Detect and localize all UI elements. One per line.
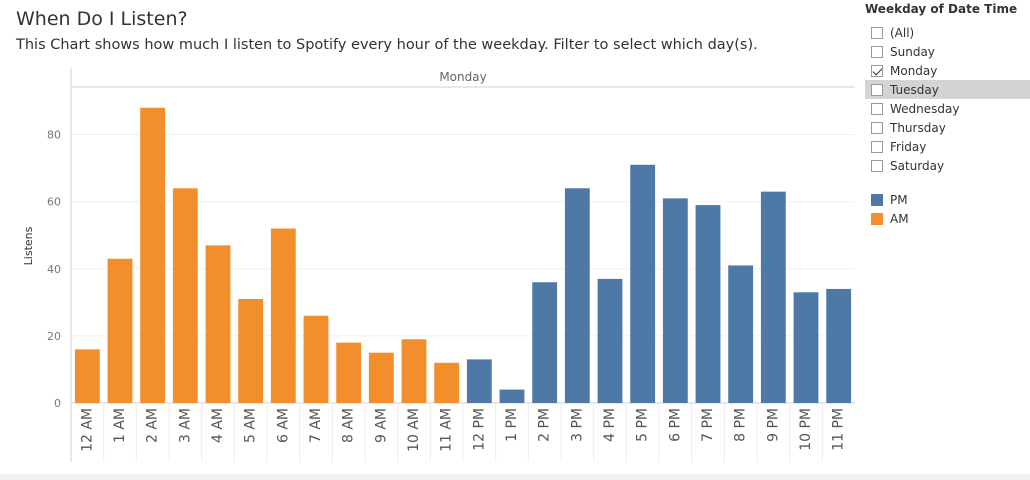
x-tick-label: 10 AM: [406, 408, 422, 452]
page-subtitle: This Chart shows how much I listen to Sp…: [16, 37, 758, 53]
y-tick-label: 0: [54, 397, 61, 410]
x-tick-label: 6 AM: [275, 408, 291, 443]
checkbox[interactable]: [871, 121, 883, 134]
x-tick-label: 3 AM: [177, 408, 193, 443]
bar-6-pm: [662, 198, 688, 403]
bottom-strip: [0, 474, 1030, 480]
x-tick-label: 7 AM: [308, 408, 324, 443]
y-tick-label: 80: [47, 129, 61, 142]
filter-option-thursday[interactable]: Thursday: [865, 118, 1030, 137]
x-tick-label: 3 PM: [569, 408, 585, 442]
filter-option-label: Sunday: [890, 44, 935, 59]
checkbox[interactable]: [871, 64, 883, 77]
x-tick-label: 9 AM: [373, 408, 389, 443]
panel-label: Monday: [439, 70, 486, 84]
bar-5-pm: [630, 164, 656, 403]
bar-5-am: [238, 299, 264, 403]
x-tick-label: 8 AM: [341, 408, 357, 443]
y-axis-label: Listens: [22, 226, 35, 265]
filter-option-label: Saturday: [890, 158, 945, 173]
filter-option-all[interactable]: (All): [865, 23, 1030, 42]
filter-option-label: Wednesday: [890, 101, 960, 116]
checkbox[interactable]: [871, 45, 883, 58]
filter-option-label: Tuesday: [890, 82, 939, 97]
bar-1-am: [107, 258, 133, 403]
x-tick-label: 4 PM: [602, 408, 618, 442]
bar-9-pm: [760, 191, 786, 403]
checkbox[interactable]: [871, 140, 883, 153]
checkbox[interactable]: [871, 102, 883, 115]
bar-11-pm: [826, 288, 852, 403]
checkbox[interactable]: [871, 83, 883, 96]
x-tick-label: 8 PM: [733, 408, 749, 442]
filter-options: (All) Sunday Monday Tuesday Wednesday Thursda…: [865, 23, 1030, 175]
bar-4-am: [205, 245, 231, 403]
bar-1-pm: [499, 389, 525, 403]
x-tick-label: 4 AM: [210, 408, 226, 443]
x-tick-label: 12 PM: [471, 408, 487, 451]
checkbox[interactable]: [871, 26, 883, 39]
x-tick-label: 5 AM: [243, 408, 259, 443]
filter-option-label: Friday: [890, 139, 927, 154]
x-tick-label: 10 PM: [798, 408, 814, 451]
y-tick-label: 60: [47, 196, 61, 209]
legend-item-am[interactable]: AM: [865, 209, 1030, 228]
filter-option-friday[interactable]: Friday: [865, 137, 1030, 156]
x-tick-label: 11 AM: [439, 408, 455, 452]
x-tick-label: 6 PM: [667, 408, 683, 442]
checkbox[interactable]: [871, 159, 883, 172]
filter-option-label: Thursday: [890, 120, 946, 135]
bar-12-pm: [466, 359, 492, 403]
bar-4-pm: [597, 278, 623, 403]
bar-3-am: [172, 188, 198, 403]
filter-option-saturday[interactable]: Saturday: [865, 156, 1030, 175]
y-tick-label: 20: [47, 330, 61, 343]
filter-option-tuesday[interactable]: Tuesday: [865, 80, 1030, 99]
bar-12-am: [74, 349, 100, 403]
bar-8-pm: [728, 265, 754, 403]
bar-9-am: [368, 352, 394, 403]
weekday-filter: Weekday of Date Time (All) Sunday Monday Tu…: [865, 0, 1030, 228]
bar-chart: Monday 0 20 40 60 80 Listens 12 AM 1 AM 2 AM 3 AM 4…: [22, 68, 855, 462]
page-title: When Do I Listen?: [16, 8, 188, 30]
legend-swatch: [871, 212, 883, 225]
x-tick-label: 2 AM: [145, 408, 161, 443]
bar-7-am: [303, 315, 329, 403]
x-tick-label: 2 PM: [537, 408, 553, 442]
x-tick-label: 9 PM: [765, 408, 781, 442]
bar-2-am: [140, 107, 166, 403]
legend-label: PM: [890, 192, 908, 207]
bar-6-am: [270, 228, 296, 403]
bar-10-pm: [793, 292, 819, 403]
x-tick-label: 1 PM: [504, 408, 520, 442]
filter-option-label: Monday: [890, 63, 938, 78]
filter-option-sunday[interactable]: Sunday: [865, 42, 1030, 61]
x-tick-label: 7 PM: [700, 408, 716, 442]
bar-3-pm: [564, 188, 590, 403]
bar-11-am: [434, 362, 460, 403]
x-tick-label: 12 AM: [79, 408, 95, 452]
bar-10-am: [401, 339, 427, 403]
filter-option-wednesday[interactable]: Wednesday: [865, 99, 1030, 118]
bar-7-pm: [695, 205, 721, 403]
x-tick-label: 5 PM: [635, 408, 651, 442]
filter-option-monday[interactable]: Monday: [865, 61, 1030, 80]
legend-swatch: [871, 193, 883, 206]
filter-option-label: (All): [890, 25, 915, 40]
x-tick-label: 11 PM: [831, 408, 847, 451]
x-tick-label: 1 AM: [112, 408, 128, 443]
bar-8-am: [336, 342, 362, 403]
y-tick-label: 40: [47, 263, 61, 276]
filter-title: Weekday of Date Time: [865, 2, 1018, 16]
color-legend: PM AM: [865, 190, 1030, 228]
legend-item-pm[interactable]: PM: [865, 190, 1030, 209]
bar-2-pm: [532, 282, 558, 403]
legend-label: AM: [890, 211, 909, 226]
